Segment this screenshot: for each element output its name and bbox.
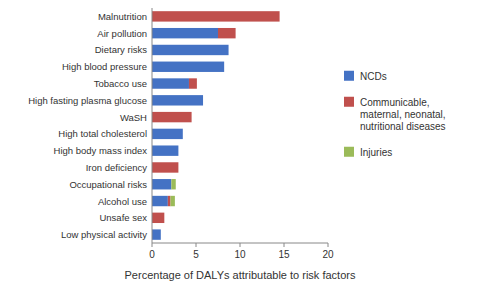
x-tick (196, 243, 197, 247)
bar-segment (191, 112, 192, 122)
bar-segment (228, 45, 229, 55)
x-tick-label: 20 (322, 249, 334, 260)
bar-segment (235, 28, 236, 38)
y-tick-label: Iron deficiency (86, 162, 148, 173)
x-axis-label: Percentage of DALYs attributable to risk… (125, 269, 356, 281)
bar-segment (228, 45, 229, 55)
bar-segment (152, 129, 183, 139)
legend-label: NCDs (360, 71, 387, 82)
bar-segment (152, 213, 164, 223)
bar-segment (182, 129, 183, 139)
y-tick-label: High fasting plasma glucose (28, 95, 147, 106)
y-tick-label: Alcohol use (98, 196, 147, 207)
bar-segment (164, 213, 165, 223)
x-tick (240, 243, 241, 247)
legend-swatch (344, 71, 354, 81)
bar-segment (170, 196, 174, 206)
bar-segment (178, 162, 179, 172)
bar-segment (196, 78, 197, 88)
bar-segment (152, 229, 161, 239)
y-tick-label: Occupational risks (69, 179, 147, 190)
x-tick (328, 243, 329, 247)
chart: 0 5 10 15 20 Low physical activity Unsafe sex A… (0, 0, 500, 289)
x-tick-label: 15 (278, 249, 290, 260)
bar-segment (152, 95, 203, 105)
bar-segment (152, 179, 171, 189)
x-tick-label: 0 (149, 249, 155, 260)
bar-segment (203, 95, 204, 105)
bar-segment (182, 129, 183, 139)
bar-segment (152, 145, 178, 155)
y-axis-line (152, 8, 153, 243)
bar-segment (224, 62, 225, 72)
bar-segment (224, 62, 225, 72)
x-tick (152, 243, 153, 247)
bar-segment (160, 229, 161, 239)
legend: NCDs Communicable,maternal, neonatal,nutr… (344, 71, 446, 158)
bar-segment (152, 78, 189, 88)
legend-swatch (344, 97, 354, 107)
legend-swatch (344, 147, 354, 157)
y-tick-label: High total cholesterol (58, 128, 147, 139)
y-tick-label: Malnutrition (98, 11, 147, 22)
y-tick-label: Dietary risks (95, 44, 148, 55)
axes: 0 5 10 15 20 Low physical activity Unsafe sex A… (28, 8, 334, 260)
bar-segment (152, 45, 229, 55)
y-tick-label: Low physical activity (61, 229, 147, 240)
bar-segment (152, 11, 280, 21)
chart-container: 0 5 10 15 20 Low physical activity Unsafe sex A… (0, 0, 500, 289)
bar-segment (152, 62, 224, 72)
y-tick-label: High body mass index (54, 145, 148, 156)
bar-segment (279, 11, 280, 21)
x-tick-label: 10 (234, 249, 246, 260)
bar-segment (152, 28, 218, 38)
bar-segment (189, 78, 197, 88)
bar-segment (160, 229, 161, 239)
legend-label: Injuries (360, 147, 392, 158)
x-tick (284, 243, 285, 247)
y-tick-label: Unsafe sex (99, 212, 147, 223)
bar-segment (152, 196, 168, 206)
bar-segment (218, 28, 236, 38)
bar-segment (171, 179, 175, 189)
y-tick-label: WaSH (120, 112, 147, 123)
bar-segment (152, 112, 192, 122)
bar-segment (152, 162, 178, 172)
legend-label: Communicable,maternal, neonatal,nutritio… (360, 97, 446, 132)
y-tick-label: Air pollution (97, 28, 147, 39)
bar-segment (203, 95, 204, 105)
bar-segment (178, 145, 179, 155)
y-tick-label: Tobacco use (94, 78, 147, 89)
bars (152, 11, 280, 240)
y-tick-label: High blood pressure (62, 61, 147, 72)
x-tick-label: 5 (193, 249, 199, 260)
bar-segment (178, 145, 179, 155)
bar-segment (168, 196, 171, 206)
